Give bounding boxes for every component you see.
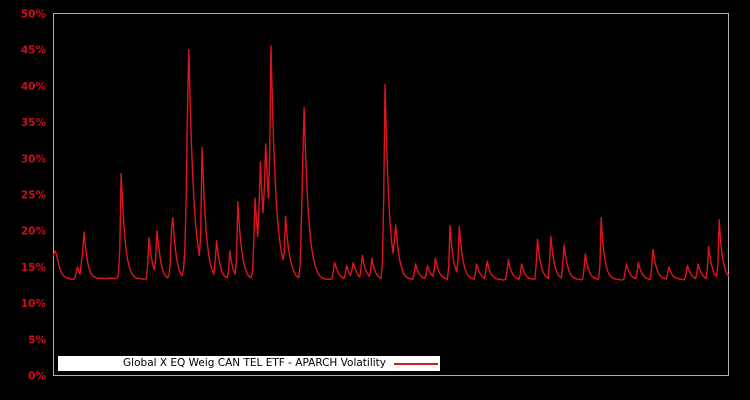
y-axis-tick-30%: 30% [21,153,47,165]
y-axis-tick-35%: 35% [21,117,47,129]
y-axis-tick-0%: 0% [28,371,46,383]
series-line-0 [52,45,730,281]
y-axis-tick-45%: 45% [21,45,47,57]
y-axis-tick-5%: 5% [28,334,46,346]
series-lines [52,45,730,281]
legend-line-sample [394,356,438,371]
y-axis-tick-20%: 20% [21,226,47,238]
y-axis-tick-10%: 10% [21,298,47,310]
y-axis-tick-50%: 50% [21,9,47,21]
plot-area-frame [53,13,729,376]
y-axis-tick-labels: 0% 5% 10% 15% 20% 25% 30% 35% 40% 45% 50% [21,9,47,383]
y-axis-tick-25%: 25% [21,190,47,202]
y-axis-tick-40%: 40% [21,81,47,93]
y-axis-tick-15%: 15% [21,262,47,274]
chart-legend: Global X EQ Weig CAN TEL ETF - APARCH Vo… [58,356,440,371]
legend-series-label: Global X EQ Weig CAN TEL ETF - APARCH Vo… [123,357,386,370]
